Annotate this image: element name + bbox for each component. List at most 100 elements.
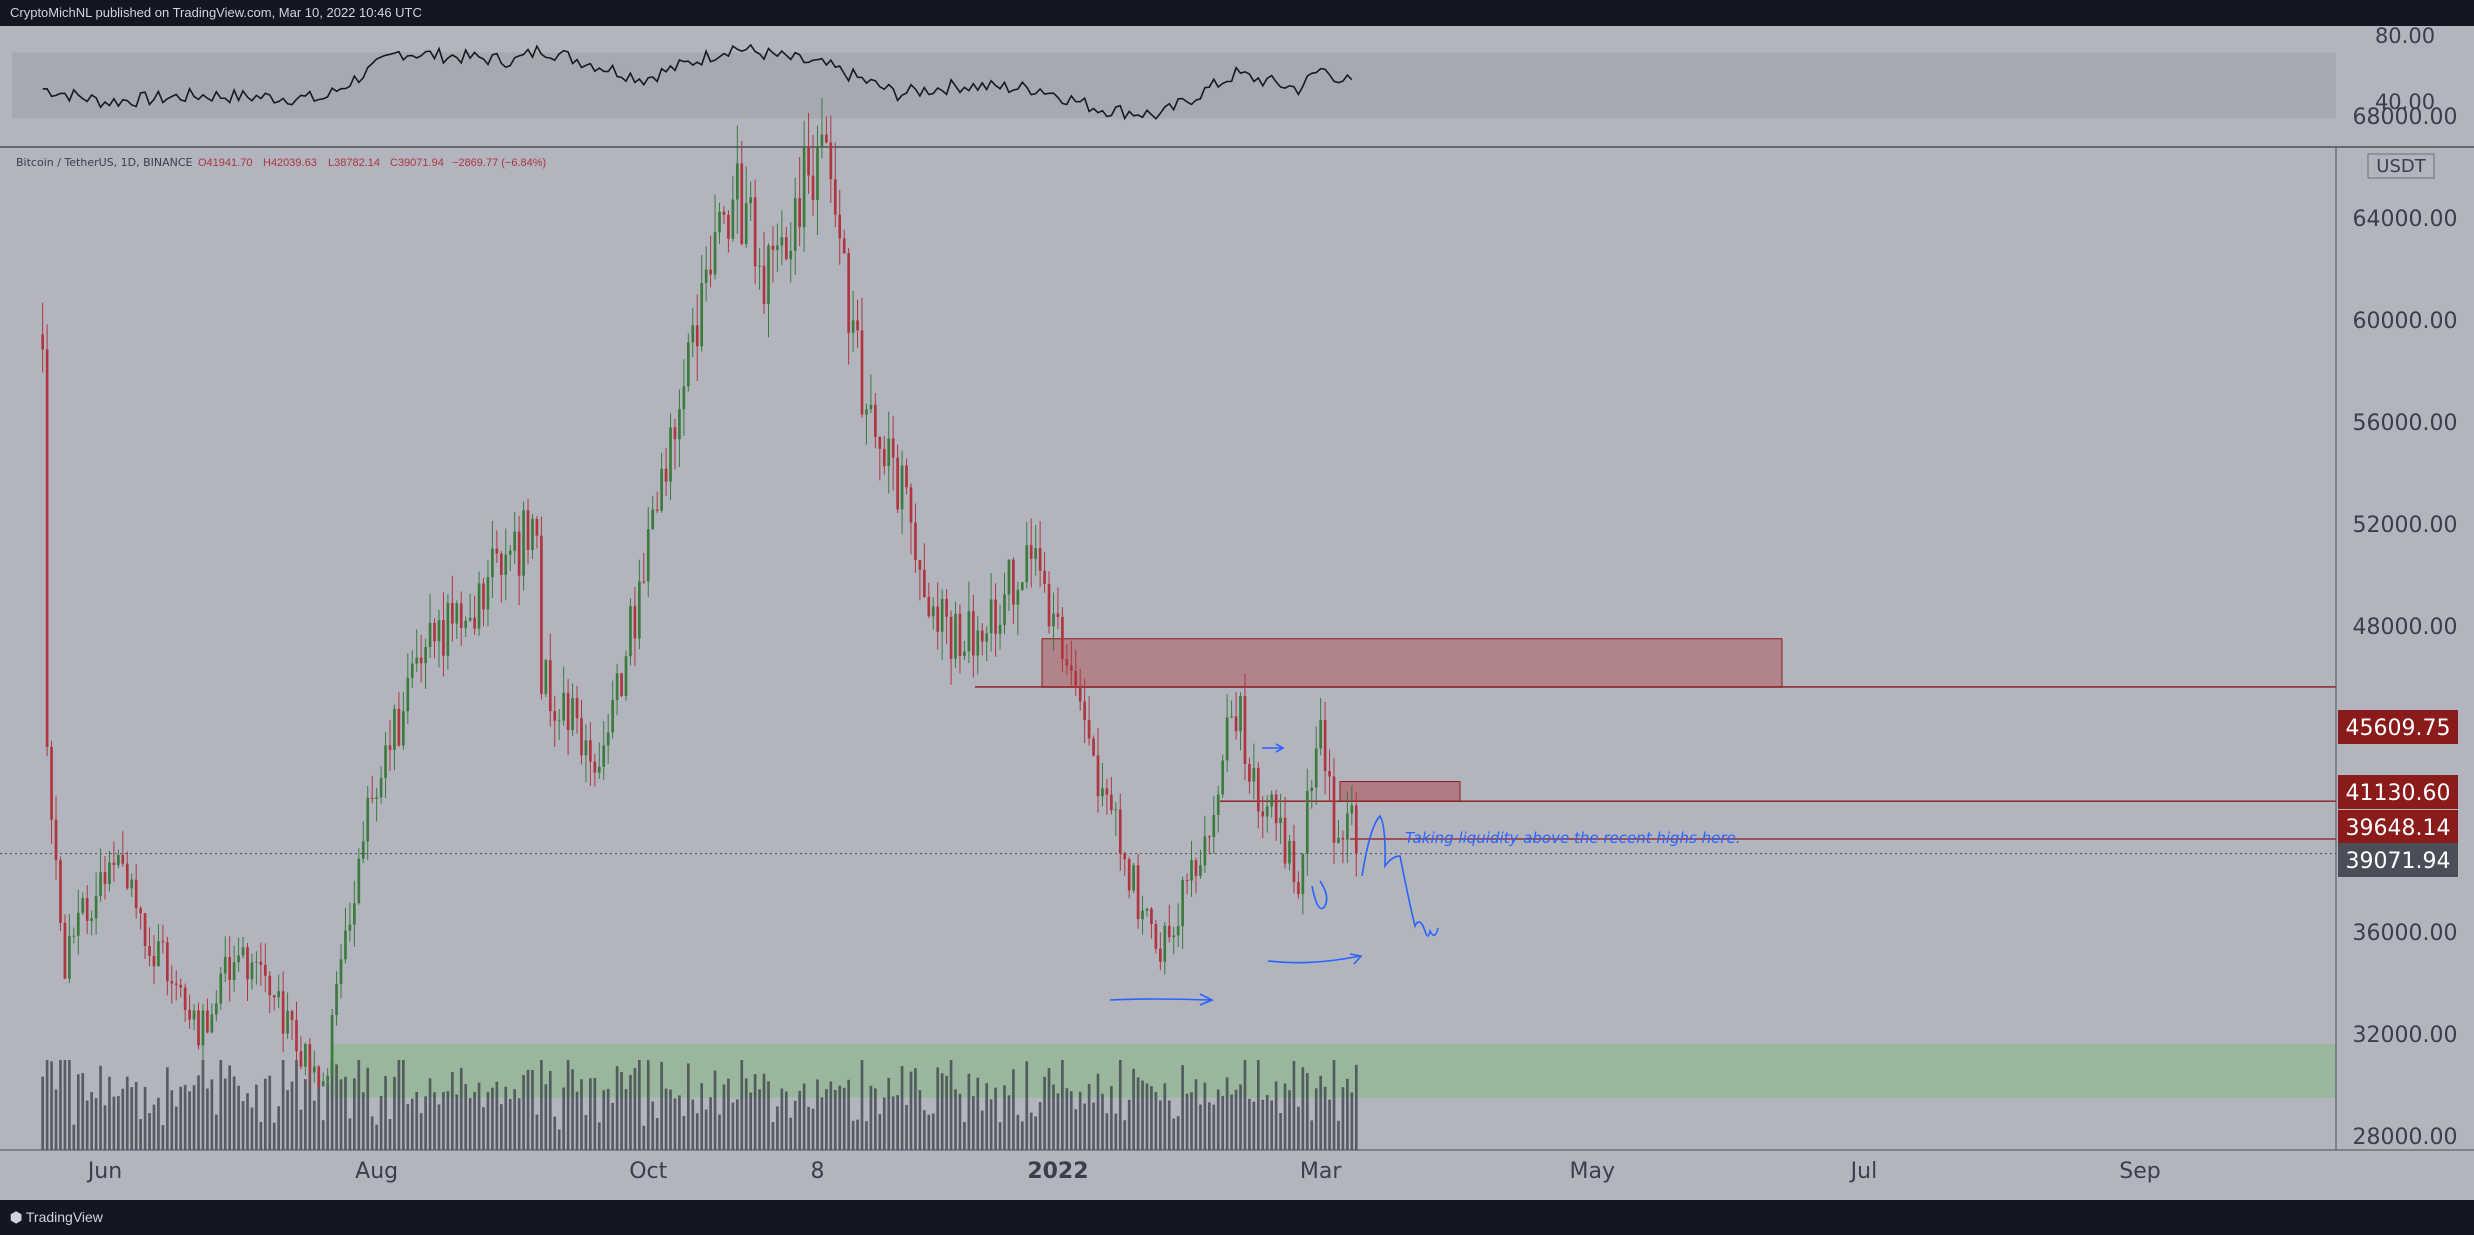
- candle-body: [499, 553, 503, 575]
- candle-body: [1163, 925, 1167, 962]
- volume-bar: [192, 1085, 196, 1150]
- candle-body: [1239, 696, 1242, 732]
- volume-bar: [589, 1078, 592, 1150]
- candle-body: [700, 283, 704, 347]
- volume-bar: [646, 1060, 650, 1150]
- candle-body: [223, 956, 227, 974]
- volume-bar: [433, 1092, 436, 1150]
- volume-bar: [660, 1061, 663, 1150]
- candle-body: [669, 427, 672, 482]
- candle-body: [580, 718, 583, 756]
- candle-body: [304, 1043, 307, 1067]
- candle-body: [290, 1011, 294, 1020]
- volume-bar: [281, 1060, 285, 1150]
- price-tick-label: 52000.00: [2353, 513, 2458, 538]
- candle-body: [789, 250, 793, 260]
- candle-body: [722, 211, 726, 215]
- volume-bar: [1154, 1092, 1158, 1150]
- candle-body: [1283, 817, 1287, 864]
- candle-body: [780, 237, 784, 246]
- volume-bar: [143, 1086, 147, 1150]
- candle-body: [206, 1010, 209, 1033]
- tradingview-logo-icon[interactable]: ⬢: [10, 1209, 23, 1225]
- candle-body: [655, 509, 659, 511]
- candle-body: [758, 265, 761, 267]
- candle-body: [1265, 806, 1269, 817]
- candle-body: [1350, 805, 1354, 814]
- candle-body: [517, 531, 521, 576]
- volume-bar: [860, 1060, 864, 1150]
- candle-body: [624, 656, 628, 696]
- currency-badge[interactable]: USDT: [2367, 153, 2435, 179]
- volume-bar: [695, 1113, 699, 1150]
- candle-body: [896, 457, 899, 510]
- volume-bar: [232, 1076, 236, 1150]
- candle-body: [241, 947, 245, 956]
- candle-body: [1261, 811, 1265, 817]
- volume-bar: [370, 1116, 374, 1150]
- volume-bar: [161, 1125, 165, 1150]
- volume-bar: [829, 1081, 833, 1150]
- candle-body: [99, 872, 102, 896]
- candle-body: [954, 613, 957, 659]
- candle-body: [1194, 860, 1198, 876]
- volume-bar: [749, 1092, 753, 1150]
- candle-body: [531, 518, 534, 551]
- volume-bar: [669, 1089, 672, 1150]
- candle-body: [718, 211, 721, 233]
- volume-bar: [1256, 1060, 1260, 1150]
- volume-bar: [125, 1076, 129, 1150]
- price-tick-label: 64000.00: [2353, 207, 2458, 232]
- volume-bar: [76, 1074, 80, 1150]
- volume-bar: [134, 1082, 138, 1150]
- candle-body: [620, 673, 623, 696]
- candle-body: [308, 1043, 312, 1073]
- volume-bar: [357, 1060, 361, 1150]
- volume-bar: [967, 1073, 971, 1150]
- volume-bar: [1034, 1116, 1038, 1150]
- volume-bar: [348, 1118, 352, 1150]
- volume-bar: [638, 1060, 641, 1150]
- candle-body: [442, 620, 445, 656]
- candle-body: [1354, 805, 1358, 854]
- price-tick-label: 60000.00: [2353, 309, 2458, 334]
- candle-body: [704, 269, 708, 284]
- volume-bar: [379, 1096, 383, 1150]
- candle-body: [593, 761, 597, 773]
- candle-body: [1052, 613, 1055, 627]
- volume-bar: [900, 1066, 904, 1150]
- price-tick-label: 56000.00: [2353, 411, 2458, 436]
- volume-bar: [878, 1114, 882, 1150]
- arrow-drawing-2: [1267, 955, 1361, 964]
- candle-body: [1328, 771, 1331, 777]
- candle-body: [548, 660, 552, 712]
- candle-body: [615, 673, 619, 700]
- volume-bar: [1145, 1083, 1149, 1150]
- volume-bar: [482, 1107, 485, 1150]
- volume-bar: [531, 1069, 534, 1150]
- candle-body: [263, 964, 267, 976]
- arrow-drawing-1: [1109, 998, 1211, 1001]
- candle-body: [508, 550, 512, 555]
- candle-body: [330, 1015, 334, 1076]
- volume-bar: [602, 1090, 606, 1150]
- candle-body: [860, 330, 864, 415]
- volume-bar: [629, 1075, 632, 1150]
- chart-canvas[interactable]: 80.00 40.00 Bitcoin / TetherUS, 1D, BINAN…: [0, 26, 2474, 1200]
- candle-body: [753, 197, 757, 267]
- price-tag: [2338, 810, 2458, 844]
- candle-body: [633, 606, 637, 639]
- resistance-zone: [1041, 638, 1783, 688]
- time-tick-label: May: [1570, 1159, 1615, 1184]
- volume-bar: [1043, 1076, 1046, 1150]
- candle-body: [1101, 788, 1104, 797]
- candle-body: [1007, 559, 1011, 595]
- candle-body: [820, 134, 824, 148]
- candle-body: [1136, 865, 1140, 920]
- volume-bar: [1350, 1092, 1354, 1150]
- volume-bar: [1065, 1088, 1069, 1150]
- candle-body: [664, 468, 668, 482]
- volume-bar: [1172, 1118, 1176, 1150]
- volume-bar: [1346, 1078, 1349, 1150]
- volume-bar: [856, 1119, 859, 1150]
